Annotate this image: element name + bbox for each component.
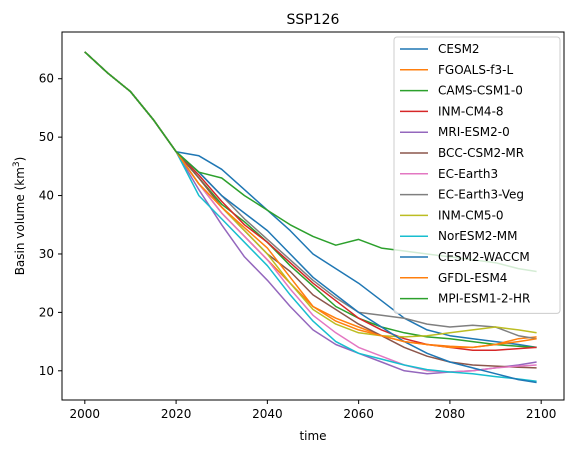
y-tick-label-0: 10 [39,364,54,378]
x-tick-label-0: 2000 [70,407,101,421]
y-axis-label-end: ) [13,157,27,162]
x-tick-label-4: 2080 [435,407,466,421]
chart-title: SSP126 [287,12,340,28]
legend-box [393,36,561,314]
y-tick-label-4: 50 [39,130,54,144]
y-axis-label: Basin volume (km3) [12,157,27,276]
legend-label-3: INM-CM4-8 [438,104,504,118]
legend: CESM2 FGOALS-f3-L CAMS-CSM1-0 INM-CM4-8 MRI-… [393,36,561,314]
legend-label-8: INM-CM5-0 [438,208,504,222]
legend-label-5: BCC-CSM2-MR [438,146,524,160]
y-tick-label-1: 20 [39,305,54,319]
legend-label-6: EC-Earth3 [438,167,498,181]
y-axis: 10 20 30 40 50 60 [39,72,62,378]
y-axis-label-sup: 3 [12,161,22,167]
x-tick-label-3: 2060 [343,407,374,421]
legend-label-0: CESM2 [438,42,480,56]
x-axis-label: time [299,429,326,443]
y-axis-label-main: Basin volume (km [13,167,27,275]
legend-label-2: CAMS-CSM1-0 [438,84,523,98]
legend-label-9: NorESM2-MM [438,229,517,243]
y-tick-label-2: 30 [39,247,54,261]
legend-label-12: MPI-ESM1-2-HR [438,292,530,306]
legend-label-7: EC-Earth3-Veg [438,188,524,202]
legend-label-10: CESM2-WACCM [438,250,530,264]
y-tick-label-3: 40 [39,189,54,203]
x-tick-label-5: 2100 [526,407,557,421]
x-tick-label-1: 2020 [161,407,192,421]
y-tick-label-5: 60 [39,72,54,86]
x-tick-label-2: 2040 [252,407,283,421]
plot-frame [61,31,565,401]
legend-label-1: FGOALS-f3-L [438,63,513,77]
x-axis: 2000 2020 2040 2060 2080 2100 [70,400,557,421]
legend-label-4: MRI-ESM2-0 [438,125,510,139]
legend-label-11: GFDL-ESM4 [438,271,507,285]
